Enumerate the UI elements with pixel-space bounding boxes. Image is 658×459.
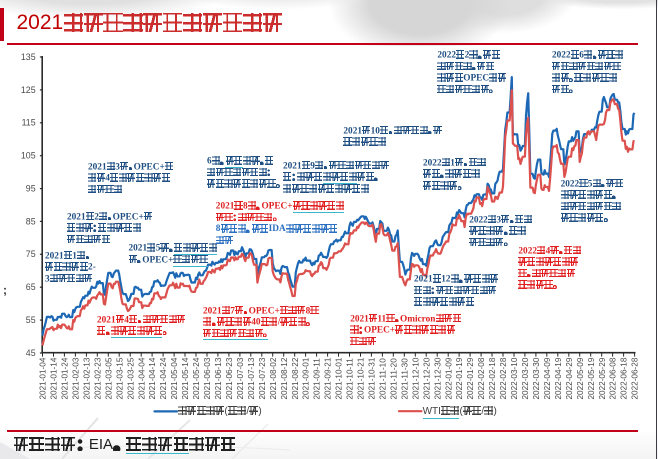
svg-text:2022-02-18: 2022-02-18 [488, 357, 497, 399]
svg-text:2021-03-15: 2021-03-15 [115, 357, 124, 399]
svg-text:2021-03-25: 2021-03-25 [126, 357, 135, 399]
svg-text:2022-01-09: 2022-01-09 [444, 357, 453, 399]
svg-text:2021-06-13: 2021-06-13 [214, 357, 223, 399]
svg-text:2021-10-31: 2021-10-31 [368, 357, 377, 399]
svg-text:2021-04-04: 2021-04-04 [137, 357, 146, 399]
svg-text:2021-03-05: 2021-03-05 [104, 357, 113, 399]
svg-text:2021-05-14: 2021-05-14 [181, 357, 190, 399]
svg-text:2021-09-21: 2021-09-21 [324, 357, 333, 399]
svg-text:55: 55 [26, 315, 36, 325]
svg-text:95: 95 [26, 184, 36, 194]
svg-text:85: 85 [26, 216, 36, 226]
svg-text:2021-10-11: 2021-10-11 [346, 358, 355, 400]
svg-text:2021-12-30: 2021-12-30 [433, 357, 442, 399]
svg-text:2022-05-09: 2022-05-09 [576, 357, 585, 399]
svg-text:2021-02-23: 2021-02-23 [93, 357, 102, 399]
svg-text:2021-12-20: 2021-12-20 [422, 357, 431, 399]
svg-text:2022-04-29: 2022-04-29 [565, 357, 574, 399]
svg-text:2021-10-01: 2021-10-01 [335, 357, 344, 399]
svg-text:65: 65 [26, 282, 36, 292]
svg-text:2022-05-29: 2022-05-29 [598, 357, 607, 399]
svg-text:2022-06-08: 2022-06-08 [609, 357, 618, 399]
svg-text:45: 45 [26, 348, 36, 358]
svg-text:2021-01-04: 2021-01-04 [39, 357, 48, 399]
svg-text:2022-03-10: 2022-03-10 [510, 357, 519, 399]
svg-text:2021-07-03: 2021-07-03 [236, 357, 245, 399]
svg-text:2021-05-24: 2021-05-24 [192, 357, 201, 399]
svg-text:2021-02-13: 2021-02-13 [83, 357, 92, 399]
svg-text:2022-02-28: 2022-02-28 [499, 357, 508, 399]
svg-text:2021-12-10: 2021-12-10 [411, 357, 420, 399]
svg-text:2021-11-30: 2021-11-30 [400, 358, 409, 400]
svg-text:2021-09-01: 2021-09-01 [302, 357, 311, 399]
svg-text:2021-11-20: 2021-11-20 [389, 358, 398, 400]
svg-text:2022-04-09: 2022-04-09 [543, 357, 552, 399]
svg-text:2021-04-24: 2021-04-24 [159, 357, 168, 399]
svg-text:2021-05-04: 2021-05-04 [170, 357, 179, 399]
svg-text:2022-01-29: 2022-01-29 [466, 357, 475, 399]
svg-text:2021-08-12: 2021-08-12 [280, 357, 289, 399]
svg-text:2021-07-13: 2021-07-13 [247, 357, 256, 399]
svg-text:2021-09-11: 2021-09-11 [313, 358, 322, 400]
svg-text:2021-01-24: 2021-01-24 [61, 357, 70, 399]
svg-text:2022-03-30: 2022-03-30 [532, 357, 541, 399]
svg-text:2022-03-20: 2022-03-20 [521, 357, 530, 399]
svg-text:75: 75 [26, 249, 36, 259]
svg-text:2021-08-22: 2021-08-22 [291, 357, 300, 399]
svg-text:2021-11-10: 2021-11-10 [379, 358, 388, 400]
svg-text:2022-06-18: 2022-06-18 [620, 357, 629, 399]
svg-text:135: 135 [21, 52, 36, 62]
svg-text:2021-04-14: 2021-04-14 [148, 357, 157, 399]
svg-text:105: 105 [21, 151, 36, 161]
svg-text:2022-05-19: 2022-05-19 [587, 357, 596, 399]
svg-text:2022-01-19: 2022-01-19 [455, 357, 464, 399]
svg-text:2021-08-02: 2021-08-02 [269, 357, 278, 399]
svg-text:2021-02-03: 2021-02-03 [72, 357, 81, 399]
svg-text:2021-10-21: 2021-10-21 [357, 357, 366, 399]
svg-text:115: 115 [22, 118, 36, 128]
svg-text:2022-06-28: 2022-06-28 [631, 357, 640, 399]
svg-text:2022-04-19: 2022-04-19 [554, 357, 563, 399]
svg-text:2022-02-08: 2022-02-08 [477, 357, 486, 399]
svg-text:2021-07-23: 2021-07-23 [258, 357, 267, 399]
svg-text:2021-06-03: 2021-06-03 [203, 357, 212, 399]
svg-text:125: 125 [21, 85, 36, 95]
svg-text:2021-01-14: 2021-01-14 [50, 357, 59, 399]
svg-text:2021-06-23: 2021-06-23 [225, 357, 234, 399]
